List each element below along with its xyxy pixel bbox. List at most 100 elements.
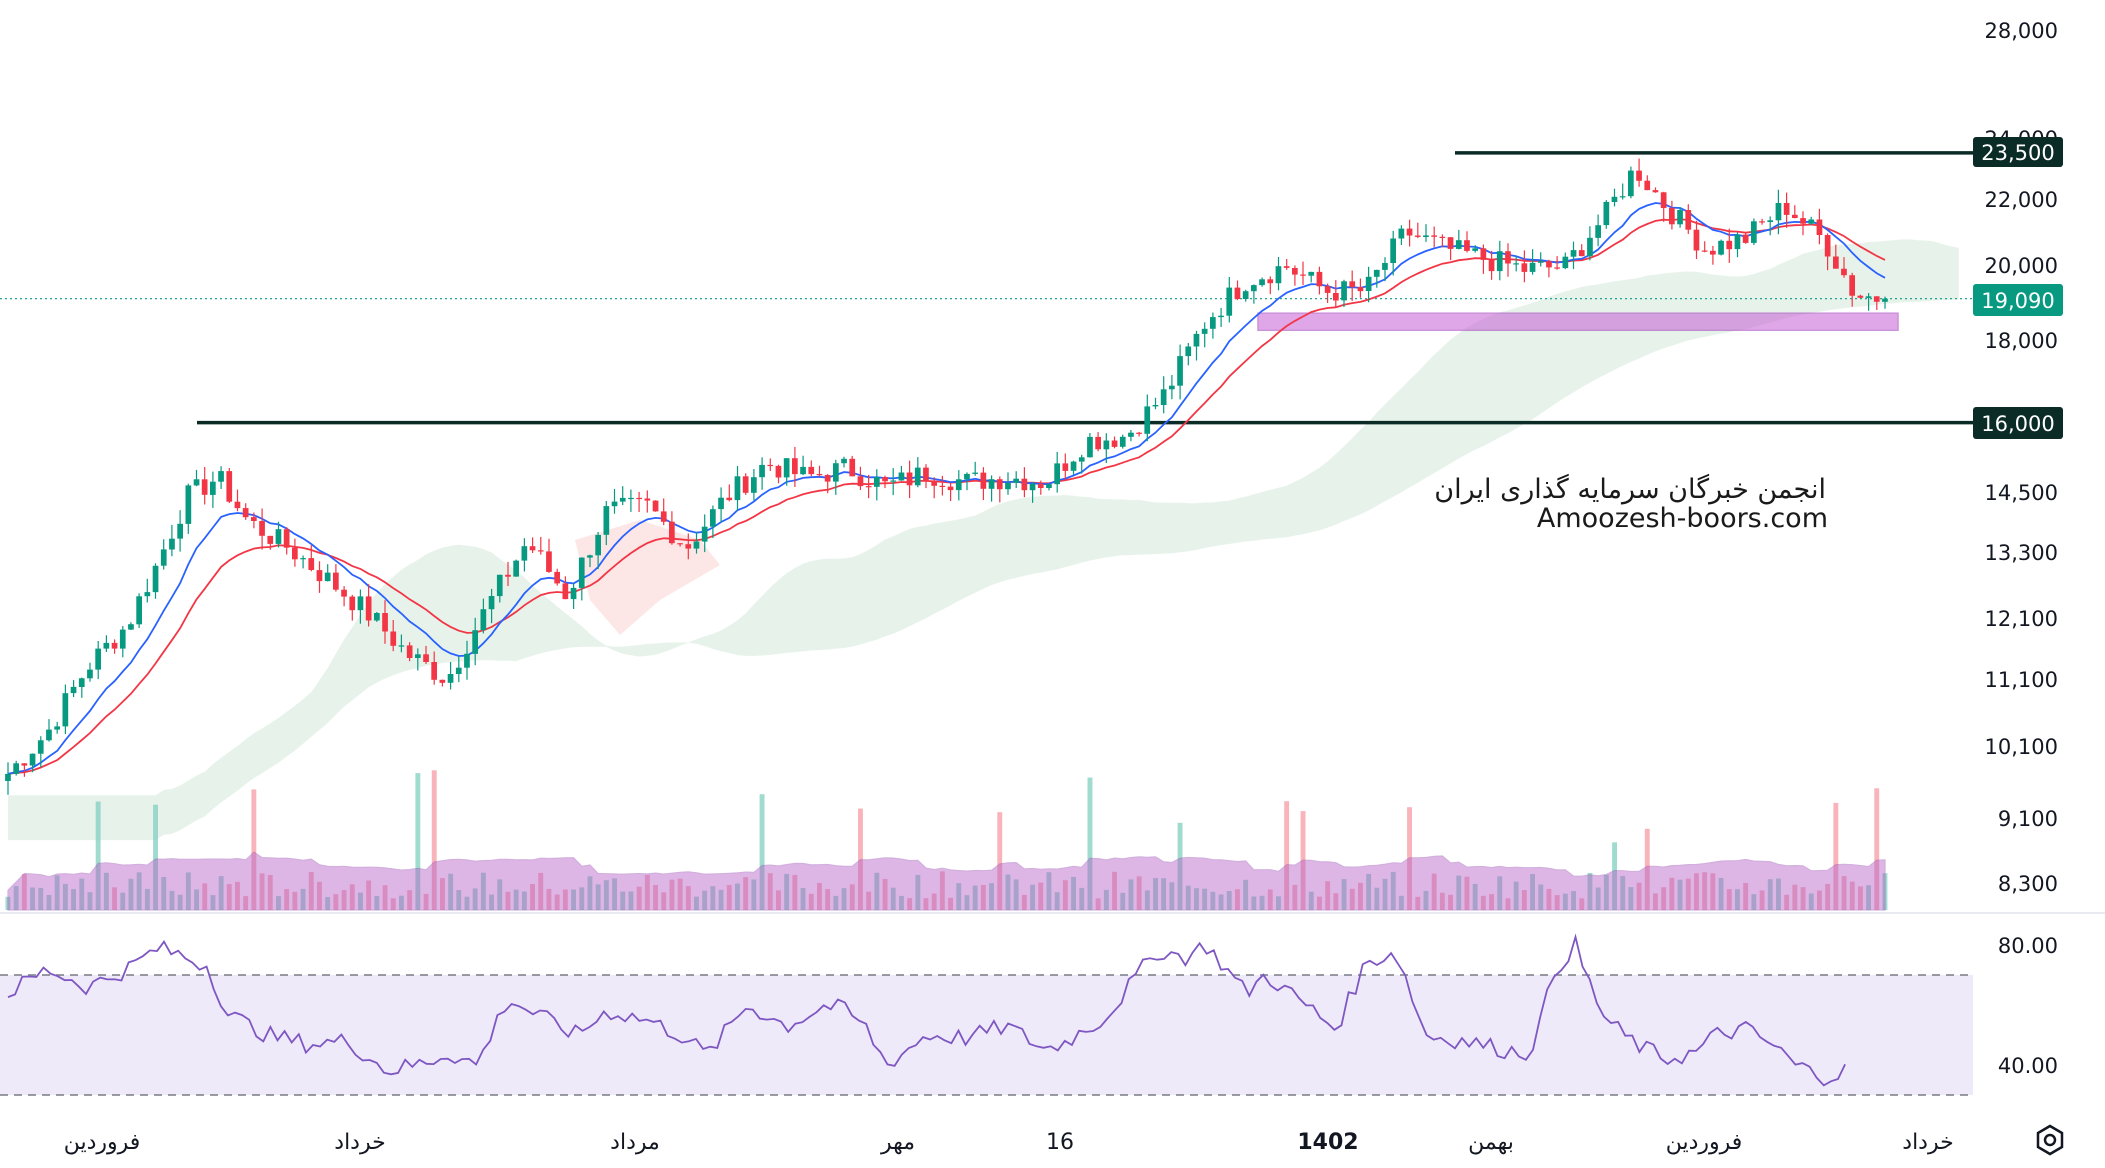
candle-body — [1119, 436, 1126, 447]
candle — [1505, 243, 1511, 277]
volume-bar — [1546, 888, 1552, 910]
candle — [1578, 244, 1585, 257]
volume-ma-area — [7, 851, 1886, 911]
candle — [333, 564, 339, 592]
candle — [1029, 482, 1036, 503]
volume-bar — [1136, 876, 1142, 910]
candle-body — [898, 472, 905, 481]
candle — [1718, 239, 1724, 256]
volume-bar — [1103, 889, 1109, 910]
candle — [259, 508, 265, 550]
volume-bar — [1628, 887, 1634, 910]
candle — [54, 721, 60, 734]
candle-body — [1833, 256, 1839, 269]
candle-body — [939, 485, 946, 487]
candle-body — [595, 534, 601, 556]
volume-bar — [448, 873, 454, 910]
candle — [1529, 249, 1536, 275]
candle-body — [644, 498, 651, 501]
candle-body — [677, 543, 683, 545]
volume-bar — [644, 875, 650, 910]
volume-bar — [1021, 894, 1027, 910]
candle-body — [759, 464, 765, 478]
candle — [636, 491, 642, 512]
last-price-tag[interactable]: 19,090 — [1973, 284, 2063, 316]
candle — [13, 760, 19, 776]
candle — [800, 455, 806, 476]
volume-bar — [1169, 882, 1175, 910]
volume-bar — [185, 872, 191, 910]
candle — [833, 459, 839, 495]
candle-body — [923, 467, 929, 481]
candle — [480, 598, 487, 634]
candlesticks[interactable] — [5, 158, 1888, 795]
candle-body — [1792, 214, 1798, 218]
candle-body — [1177, 356, 1183, 386]
candle — [316, 561, 323, 593]
candle-body — [808, 466, 815, 475]
volume-bar — [1431, 873, 1437, 910]
cloud-bullish — [8, 239, 1959, 841]
candle-body — [1644, 180, 1651, 191]
volume-bar — [1480, 895, 1486, 910]
time-axis-label: بهمن — [1468, 1130, 1514, 1155]
volume-bar — [1808, 893, 1814, 910]
volume-bar — [833, 895, 839, 910]
candle-body — [1316, 271, 1323, 287]
candle — [1726, 228, 1733, 263]
volume-bar — [997, 812, 1003, 910]
candle — [283, 527, 290, 555]
candle-body — [1423, 235, 1429, 237]
candle — [611, 488, 618, 514]
volume-bar — [1718, 878, 1724, 910]
candle — [382, 600, 388, 644]
candle — [1283, 259, 1290, 270]
candle-body — [1783, 203, 1790, 215]
candle — [726, 484, 733, 502]
candle — [1636, 158, 1642, 187]
volume-bar — [300, 888, 306, 910]
candle-body — [300, 558, 306, 560]
candle — [1693, 220, 1700, 259]
candle-body — [1275, 266, 1282, 284]
horizontal-levels[interactable] — [0, 151, 1973, 425]
candle — [1439, 234, 1446, 248]
candle-body — [955, 479, 962, 491]
volume-bar — [1276, 896, 1281, 910]
candle-body — [1857, 295, 1864, 298]
volume-bar — [776, 890, 781, 910]
candle-body — [1882, 298, 1888, 302]
volume-bar — [46, 895, 52, 910]
support-price-tag[interactable]: 16,000 — [1973, 407, 2063, 439]
resistance-price-tag[interactable]: 23,500 — [1973, 137, 2063, 167]
candle — [210, 471, 216, 508]
candle — [783, 458, 790, 486]
volume-bar — [1013, 879, 1019, 910]
volume-bar — [333, 894, 339, 910]
gear-icon[interactable] — [2036, 1124, 2064, 1156]
candle-body — [1488, 259, 1495, 272]
volume-bar — [1636, 882, 1642, 910]
candle — [890, 468, 897, 496]
candle-body — [1382, 263, 1388, 270]
volume-bar — [480, 872, 486, 910]
axes: 28,00024,00022,00020,00018,00014,50013,3… — [64, 19, 2058, 1155]
candle-body — [1685, 210, 1692, 230]
candle — [365, 584, 372, 627]
candle — [1644, 175, 1651, 191]
volume-bar — [1333, 893, 1339, 910]
candle — [1841, 257, 1847, 278]
volume-bar — [1825, 883, 1831, 910]
volume-bar — [1005, 874, 1011, 910]
candle-body — [488, 596, 495, 610]
candle-body — [234, 501, 241, 509]
candle-body — [1324, 286, 1331, 293]
volume-bar — [210, 895, 216, 910]
candle — [341, 586, 347, 607]
candle-body — [152, 565, 159, 593]
volume-bar — [103, 872, 109, 910]
candle-body — [1562, 256, 1569, 269]
candle — [710, 505, 716, 539]
